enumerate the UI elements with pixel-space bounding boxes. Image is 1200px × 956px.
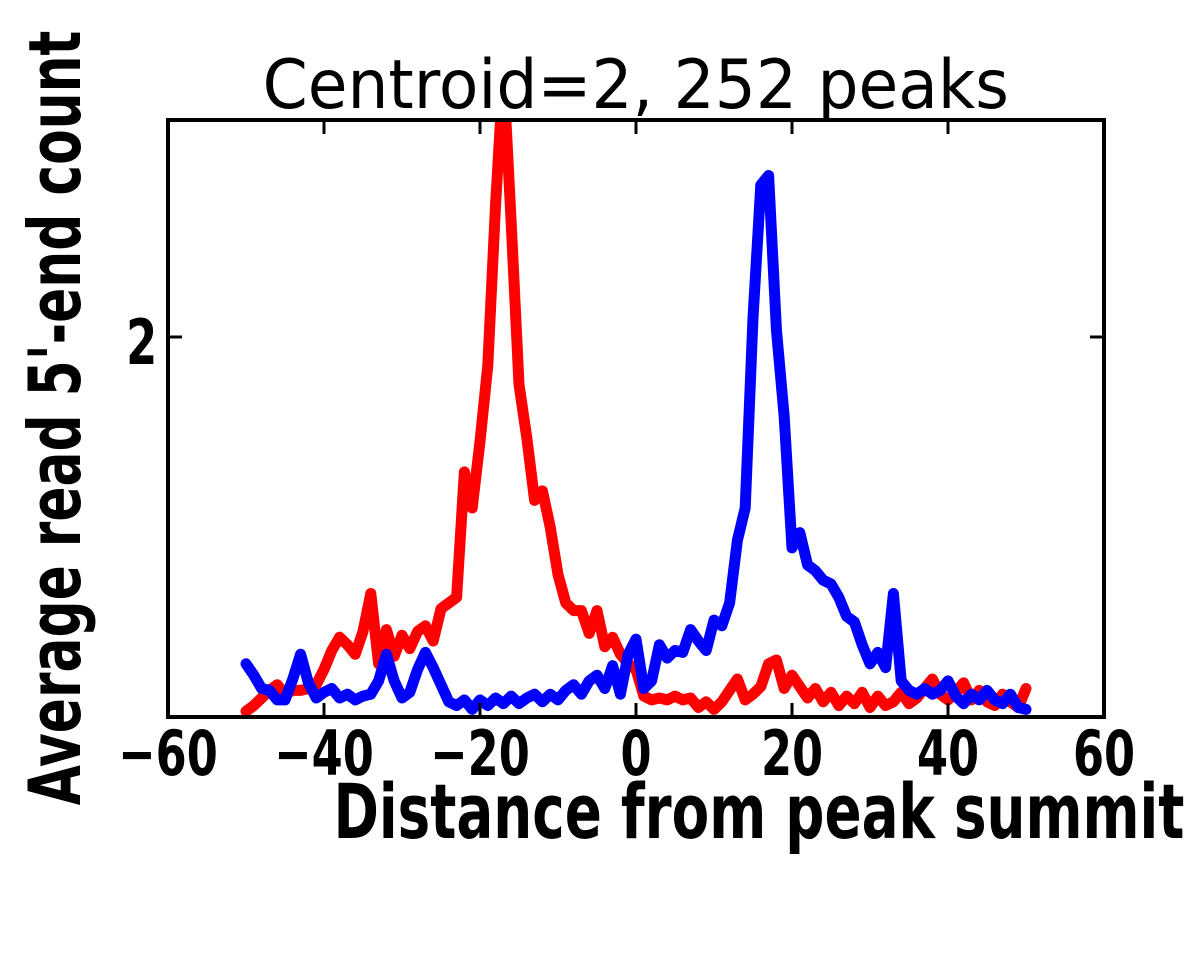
x-tick-label: 20 — [760, 717, 824, 790]
blue-series-line — [240, 170, 1032, 715]
chart-title: Centroid=2, 252 peaks — [168, 52, 1104, 120]
axis-ticks — [166, 120, 1106, 717]
y-tick-label-2: 2 — [125, 306, 157, 379]
red-series-line — [240, 120, 1032, 717]
plot-area — [166, 118, 1106, 719]
plot-frame — [166, 118, 1106, 719]
x-axis-label-text: Distance from peak summit — [333, 767, 1185, 856]
figure: Centroid=2, 252 peaks Average read 5'-en… — [13, 30, 1185, 850]
x-tick-label: −20 — [430, 717, 530, 790]
chart-title-text: Centroid=2, 252 peaks — [262, 46, 1010, 125]
x-axis-label: Distance from peak summit — [168, 774, 1184, 850]
x-tick-label: 0 — [620, 717, 652, 790]
x-tick-label: −60 — [118, 717, 218, 790]
x-tick-label: −40 — [274, 717, 374, 790]
x-tick-label: 40 — [916, 717, 980, 790]
x-tick-label: 60 — [1072, 717, 1136, 790]
